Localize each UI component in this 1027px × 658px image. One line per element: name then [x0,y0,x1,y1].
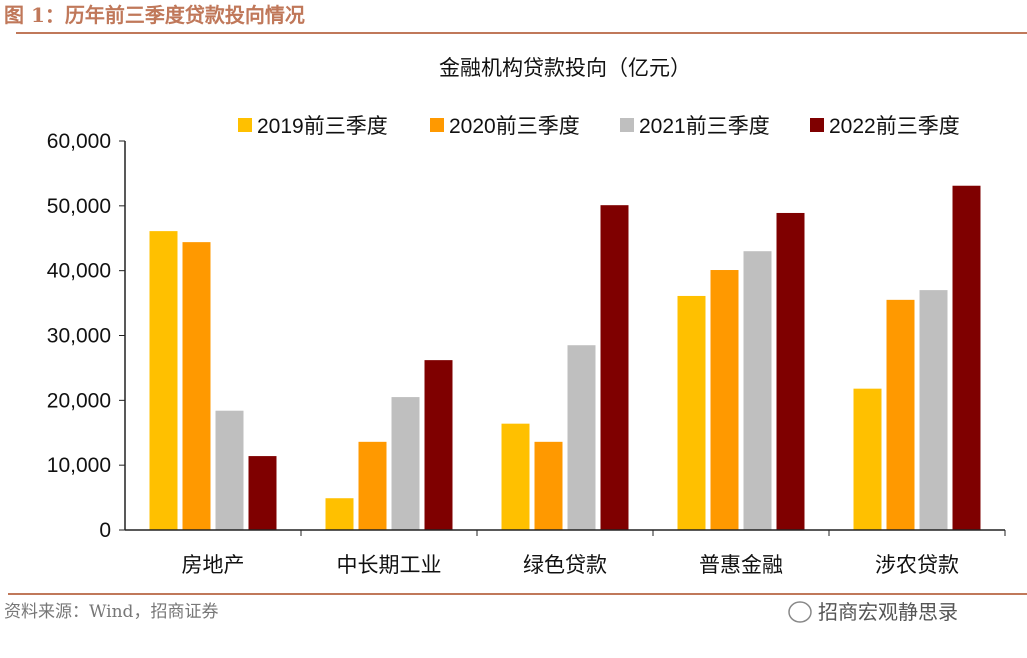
y-tick-label: 20,000 [47,389,111,412]
bar-2021前三季度-绿色贷款 [567,345,596,530]
bar-2019前三季度-中长期工业 [325,498,354,530]
y-axis: 0 10,000 20,000 30,000 40,000 50,000 60,000 [47,130,126,542]
bar-2021前三季度-中长期工业 [391,397,420,530]
x-tick-label: 中长期工业 [337,553,442,577]
bar-2022前三季度-中长期工业 [424,360,453,530]
y-tick-label: 40,000 [47,260,111,283]
legend-label: 2020前三季度 [449,115,580,138]
x-tick-label: 涉农贷款 [875,553,959,577]
bar-2019前三季度-普惠金融 [677,295,706,530]
bar-2021前三季度-涉农贷款 [919,290,948,530]
bar-2020前三季度-绿色贷款 [534,441,563,530]
source-note: 资料来源：Wind，招商证券 [4,602,218,622]
bar-2021前三季度-房地产 [215,410,244,530]
bar-2020前三季度-中长期工业 [358,441,387,530]
x-tick-label: 普惠金融 [699,553,783,577]
x-tick-label: 绿色贷款 [523,553,607,577]
legend-label: 2021前三季度 [639,115,770,138]
bar-2022前三季度-房地产 [248,456,277,530]
chart-title: 金融机构贷款投向（亿元） [439,56,691,80]
legend-label: 2022前三季度 [829,115,960,138]
y-tick-label: 0 [99,519,111,542]
legend-swatch [238,118,252,132]
x-axis: 房地产 中长期工业 绿色贷款 普惠金融 涉农贷款 [125,529,1006,577]
watermark: 招商宏观静思录 [818,600,958,624]
bar-2020前三季度-房地产 [182,242,211,530]
bar-2019前三季度-绿色贷款 [501,423,530,530]
legend-swatch [430,118,444,132]
legend: 2019前三季度 2020前三季度 2021前三季度 2022前三季度 [238,115,960,138]
bar-2021前三季度-普惠金融 [743,251,772,530]
legend-swatch [620,118,634,132]
figure-label: 图 1：历年前三季度贷款投向情况 [4,3,305,27]
bar-2022前三季度-普惠金融 [776,212,805,530]
bars [149,185,981,531]
x-tick-label: 房地产 [182,553,245,577]
legend-label: 2019前三季度 [257,115,388,138]
y-tick-label: 50,000 [47,195,111,218]
bar-2022前三季度-涉农贷款 [952,185,981,531]
bar-2022前三季度-绿色贷款 [600,205,629,530]
bar-2019前三季度-房地产 [149,231,178,530]
y-tick-label: 10,000 [47,454,111,477]
legend-swatch [810,118,824,132]
wechat-icon [788,601,812,623]
bar-2020前三季度-涉农贷款 [886,299,915,530]
bar-2019前三季度-涉农贷款 [853,388,882,530]
y-tick-label: 30,000 [47,325,111,348]
y-tick-label: 60,000 [47,130,111,153]
bar-2020前三季度-普惠金融 [710,270,739,530]
